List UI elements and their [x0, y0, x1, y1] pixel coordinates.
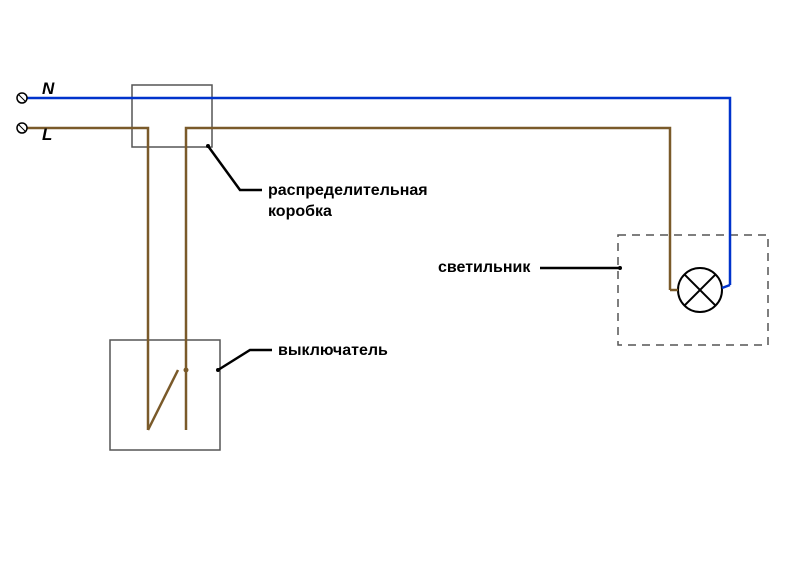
- anno-switch: выключатель: [278, 342, 388, 359]
- switch-contact: [184, 368, 189, 373]
- anno-junction-l2: коробка: [268, 203, 332, 220]
- anno-lamp: светильник: [438, 259, 531, 276]
- leader-switch: [218, 350, 272, 370]
- lamp-neutral-stub: [722, 285, 730, 288]
- label-n: N: [42, 79, 55, 98]
- label-l: L: [42, 125, 52, 144]
- live-wire-in: [22, 128, 148, 430]
- wiring-diagram: N L распределительная коробка выключател…: [0, 0, 800, 565]
- lamp-icon: [678, 268, 722, 312]
- leader-junction-dot: [206, 144, 210, 148]
- leader-lamp-dot: [618, 266, 622, 270]
- junction-box: [132, 85, 212, 147]
- live-wire-out: [186, 128, 670, 430]
- leader-junction: [208, 146, 262, 190]
- switch-lever: [148, 370, 178, 430]
- leader-switch-dot: [216, 368, 220, 372]
- anno-junction-l1: распределительная: [268, 182, 428, 199]
